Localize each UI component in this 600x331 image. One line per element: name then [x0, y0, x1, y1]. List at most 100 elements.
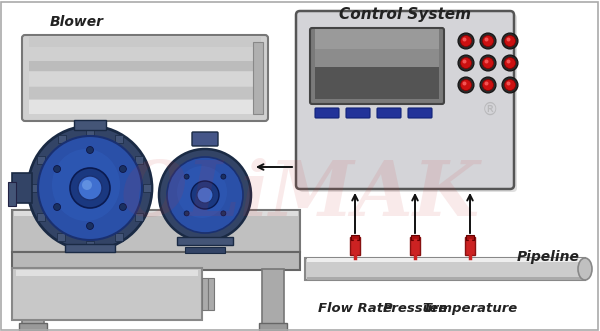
FancyBboxPatch shape [192, 132, 218, 146]
Circle shape [70, 168, 110, 208]
Circle shape [463, 81, 467, 85]
Circle shape [463, 37, 467, 41]
Text: Temperature: Temperature [422, 302, 518, 315]
Bar [86, 241, 94, 249]
Bar [136, 213, 143, 220]
Bar [466, 235, 474, 240]
Bar [65, 244, 115, 252]
Circle shape [506, 81, 511, 85]
Bar [29, 100, 261, 114]
Bar [202, 278, 208, 310]
Bar [465, 237, 475, 255]
Bar [350, 237, 360, 255]
Bar [12, 210, 300, 252]
Circle shape [461, 58, 472, 69]
Bar [115, 233, 122, 241]
Bar [29, 72, 261, 86]
Bar [307, 277, 583, 280]
Circle shape [506, 60, 511, 64]
Circle shape [485, 60, 488, 64]
Circle shape [86, 147, 94, 154]
Bar [74, 120, 106, 130]
Text: OLiMAK: OLiMAK [121, 158, 479, 232]
Bar [253, 42, 263, 114]
Circle shape [28, 126, 152, 250]
Bar [136, 156, 143, 164]
Bar [315, 29, 439, 49]
Circle shape [461, 35, 472, 46]
Bar [12, 252, 300, 270]
FancyBboxPatch shape [377, 108, 401, 118]
Circle shape [461, 79, 472, 90]
Circle shape [463, 60, 467, 64]
Bar [58, 135, 65, 143]
Bar [8, 182, 16, 206]
Circle shape [458, 77, 474, 93]
Text: Blower: Blower [50, 15, 104, 29]
FancyBboxPatch shape [22, 35, 268, 121]
Circle shape [82, 180, 92, 190]
Bar [29, 87, 261, 99]
Bar [22, 269, 44, 331]
Circle shape [502, 55, 518, 71]
Circle shape [505, 79, 515, 90]
Bar [208, 278, 214, 310]
FancyBboxPatch shape [296, 11, 514, 189]
Circle shape [480, 33, 496, 49]
Circle shape [506, 37, 511, 41]
Text: Pressure: Pressure [382, 302, 448, 315]
Circle shape [78, 176, 102, 200]
Bar [29, 37, 261, 47]
Circle shape [482, 58, 493, 69]
FancyBboxPatch shape [346, 108, 370, 118]
Circle shape [53, 204, 61, 211]
Circle shape [458, 55, 474, 71]
Circle shape [159, 149, 251, 241]
Bar [259, 323, 287, 331]
Bar [14, 211, 298, 216]
Circle shape [197, 187, 213, 203]
Circle shape [502, 77, 518, 93]
Bar [12, 173, 32, 203]
Text: Control System: Control System [339, 7, 471, 22]
Circle shape [485, 37, 488, 41]
FancyBboxPatch shape [315, 108, 339, 118]
Circle shape [458, 33, 474, 49]
Bar [143, 184, 151, 192]
Circle shape [221, 211, 226, 216]
Bar [307, 258, 583, 262]
Bar [115, 135, 122, 143]
Bar [12, 268, 202, 320]
Circle shape [221, 174, 226, 179]
Ellipse shape [177, 166, 227, 218]
Bar [86, 127, 94, 135]
Bar [410, 237, 420, 255]
Circle shape [505, 58, 515, 69]
Bar [262, 269, 284, 331]
Circle shape [191, 181, 219, 209]
Circle shape [502, 33, 518, 49]
Text: ®: ® [482, 101, 498, 119]
Circle shape [86, 222, 94, 229]
Circle shape [480, 77, 496, 93]
Ellipse shape [52, 149, 120, 221]
Bar [37, 213, 44, 220]
Circle shape [53, 166, 61, 172]
Circle shape [505, 35, 515, 46]
Circle shape [482, 35, 493, 46]
Circle shape [184, 211, 189, 216]
FancyBboxPatch shape [408, 108, 432, 118]
Bar [58, 233, 65, 241]
FancyBboxPatch shape [310, 28, 444, 104]
Bar [29, 184, 37, 192]
Text: Flow Rate: Flow Rate [318, 302, 392, 315]
Bar [19, 323, 47, 331]
FancyBboxPatch shape [299, 14, 517, 192]
Circle shape [119, 166, 127, 172]
Bar [315, 49, 439, 67]
Bar [29, 61, 261, 71]
Circle shape [184, 174, 189, 179]
Bar [16, 270, 198, 276]
Circle shape [485, 81, 488, 85]
Bar [351, 235, 359, 240]
